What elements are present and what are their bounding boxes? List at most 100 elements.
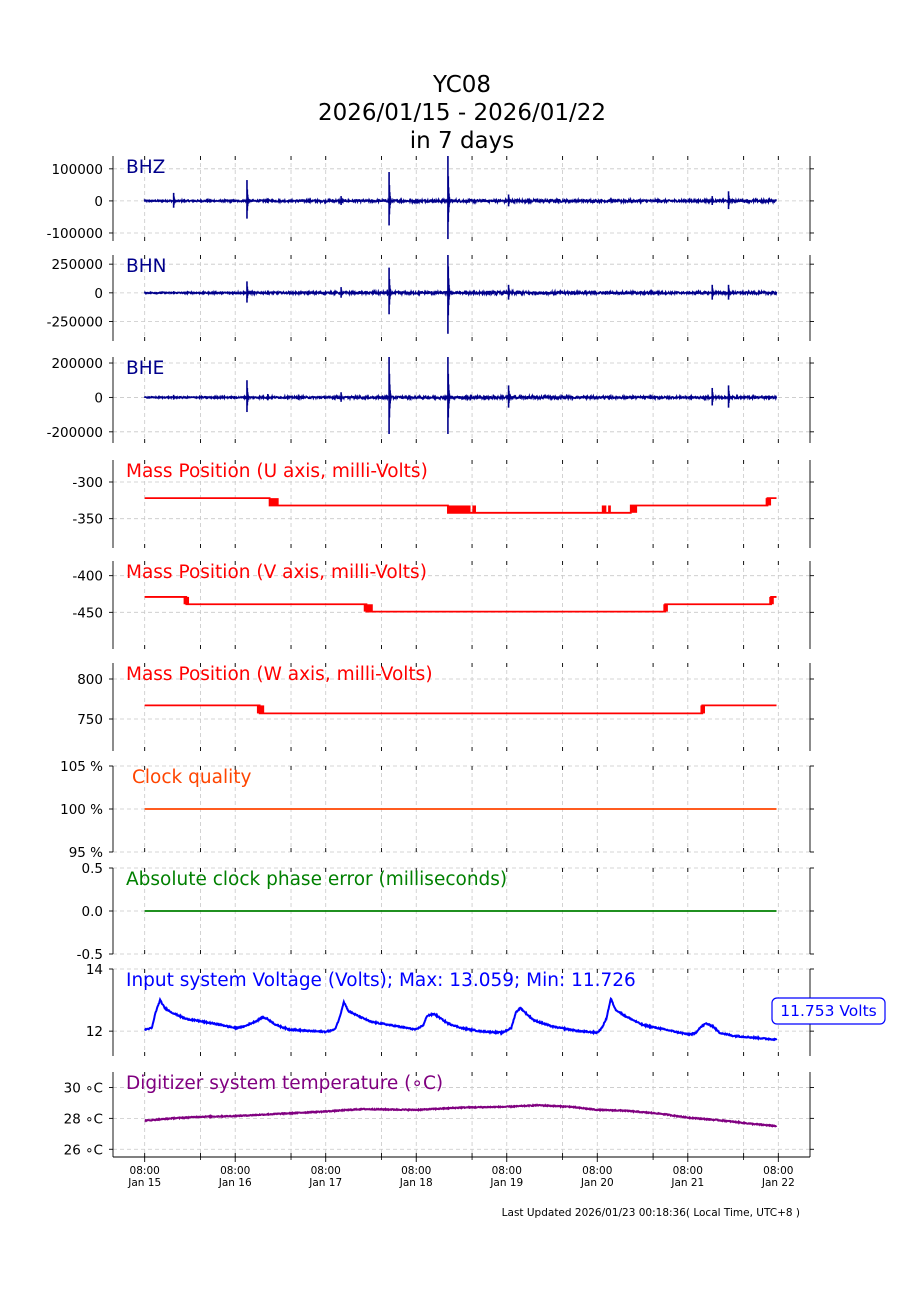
y-tick-label: 0.0 xyxy=(82,904,103,920)
panel-bhe: 200000 0 -200000 BHE xyxy=(47,356,814,443)
x-tick-time: 08:00 xyxy=(220,1165,250,1177)
y-tick-label: -450 xyxy=(72,605,103,621)
series-mpu xyxy=(144,497,777,514)
trace xyxy=(143,288,778,297)
y-tick-label: -400 xyxy=(72,569,103,585)
y-tick-label: -100000 xyxy=(47,226,103,242)
panel-label-temp: Digitizer system temperature (∘C) xyxy=(126,1073,443,1094)
transition-block xyxy=(447,505,471,513)
step-line xyxy=(144,704,777,715)
series-bhz xyxy=(143,156,777,240)
transition-block xyxy=(630,505,638,513)
x-tick-date: Jan 19 xyxy=(489,1177,523,1189)
transition-block xyxy=(269,498,279,506)
title-line-3: in 7 days xyxy=(410,128,515,154)
transition-block xyxy=(472,505,476,513)
y-tick-label: 105 % xyxy=(60,759,103,775)
y-tick-label: -0.5 xyxy=(77,947,103,963)
title-line-2: 2026/01/15 - 2026/01/22 xyxy=(318,100,606,126)
voltage-badge: 11.753 Volts xyxy=(771,997,886,1025)
y-tick-label: 28 ∘C xyxy=(64,1111,103,1127)
x-tick-date: Jan 21 xyxy=(670,1177,704,1189)
x-tick-time: 08:00 xyxy=(130,1165,160,1177)
panels: 100000 0 -100000 BHZ 250000 0 -250000 BHN 200000… xyxy=(47,156,886,1158)
y-tick-label: -300 xyxy=(72,475,103,491)
x-tick-date: Jan 16 xyxy=(218,1177,252,1189)
panel-temp: 30 ∘C 28 ∘C 26 ∘C Digitizer system temperat… xyxy=(64,1072,814,1158)
y-tick-label: 95 % xyxy=(69,845,103,861)
y-tick-label: 0.5 xyxy=(82,861,103,877)
panel-clock: 105 % 100 % 95 % Clock quality xyxy=(60,759,814,861)
x-tick-time: 08:00 xyxy=(763,1165,793,1177)
trace xyxy=(143,996,778,1042)
panel-phase: 0.5 0.0 -0.5 Absolute clock phase error (mi… xyxy=(77,861,814,963)
panel-label-clock: Clock quality xyxy=(132,767,251,788)
trace xyxy=(143,393,778,402)
voltage-badge-text: 11.753 Volts xyxy=(780,1002,877,1020)
panel-bhn: 250000 0 -250000 BHN xyxy=(47,255,814,341)
panel-mpv: -400 -450 Mass Position (V axis, milli-Vol… xyxy=(72,561,814,649)
series-bhn xyxy=(143,255,778,334)
series-temp xyxy=(144,1103,778,1128)
y-tick-label: 0 xyxy=(94,286,103,302)
step-line xyxy=(144,596,777,613)
y-tick-label: 100 % xyxy=(60,802,103,818)
panel-label-mpv: Mass Position (V axis, milli-Volts) xyxy=(126,562,427,583)
series-bhe xyxy=(143,357,778,434)
y-tick-label: -350 xyxy=(72,512,103,528)
panel-volt: 14 12 Input system Voltage (Volts); Max: 1… xyxy=(86,962,886,1056)
series-volt xyxy=(143,996,778,1042)
y-tick-label: 26 ∘C xyxy=(64,1142,103,1158)
y-tick-label: 14 xyxy=(86,962,103,978)
panel-label-bhe: BHE xyxy=(126,358,164,379)
y-tick-label: -200000 xyxy=(47,425,103,441)
y-tick-label: 750 xyxy=(77,712,103,728)
x-tick-date: Jan 18 xyxy=(399,1177,433,1189)
panel-label-bhn: BHN xyxy=(126,256,166,277)
transition-block xyxy=(608,505,611,513)
y-tick-label: 30 ∘C xyxy=(64,1080,103,1096)
panel-mpu: -300 -350 Mass Position (U axis, milli-Vol… xyxy=(72,460,814,548)
transition-block xyxy=(256,705,265,714)
panel-mpw: 800 750 Mass Position (W axis, milli-Volts… xyxy=(77,663,814,751)
y-tick-label: 0 xyxy=(94,390,103,406)
trace xyxy=(144,1103,778,1128)
y-tick-label: 200000 xyxy=(51,356,103,372)
transition-block xyxy=(363,604,373,612)
y-tick-label: 0 xyxy=(94,194,103,210)
x-tick-date: Jan 15 xyxy=(127,1177,161,1189)
panel-label-mpu: Mass Position (U axis, milli-Volts) xyxy=(126,461,428,482)
series-mpv xyxy=(144,596,777,613)
x-tick-date: Jan 17 xyxy=(308,1177,342,1189)
last-updated: Last Updated 2026/01/23 00:18:36( Local … xyxy=(502,1207,800,1219)
x-tick-time: 08:00 xyxy=(401,1165,431,1177)
panel-label-phase: Absolute clock phase error (milliseconds… xyxy=(126,869,507,890)
x-tick-time: 08:00 xyxy=(311,1165,341,1177)
y-tick-label: -250000 xyxy=(47,315,103,331)
y-tick-label: 100000 xyxy=(51,162,103,178)
voltage-badge-box xyxy=(771,997,886,1025)
y-tick-label: 800 xyxy=(77,672,103,688)
title-line-1: YC08 xyxy=(432,72,491,98)
transition-block xyxy=(183,596,190,605)
panel-label-bhz: BHZ xyxy=(126,157,165,178)
transition-block xyxy=(700,705,705,714)
y-tick-label: 250000 xyxy=(51,257,103,273)
panel-label-volt: Input system Voltage (Volts); Max: 13.05… xyxy=(126,970,636,991)
x-tick-date: Jan 22 xyxy=(761,1177,795,1189)
transition-block xyxy=(765,498,772,506)
trace xyxy=(143,196,777,206)
y-tick-label: 12 xyxy=(86,1024,103,1040)
panel-bhz: 100000 0 -100000 BHZ xyxy=(47,156,814,242)
chart-title: YC08 2026/01/15 - 2026/01/22 in 7 days xyxy=(318,72,606,154)
x-tick-time: 08:00 xyxy=(673,1165,703,1177)
x-tick-date: Jan 20 xyxy=(580,1177,614,1189)
transition-block xyxy=(769,596,774,605)
x-tick-time: 08:00 xyxy=(492,1165,522,1177)
x-tick-time: 08:00 xyxy=(582,1165,612,1177)
series-mpw xyxy=(144,704,777,715)
transition-block xyxy=(663,604,668,612)
transition-block xyxy=(601,505,607,513)
